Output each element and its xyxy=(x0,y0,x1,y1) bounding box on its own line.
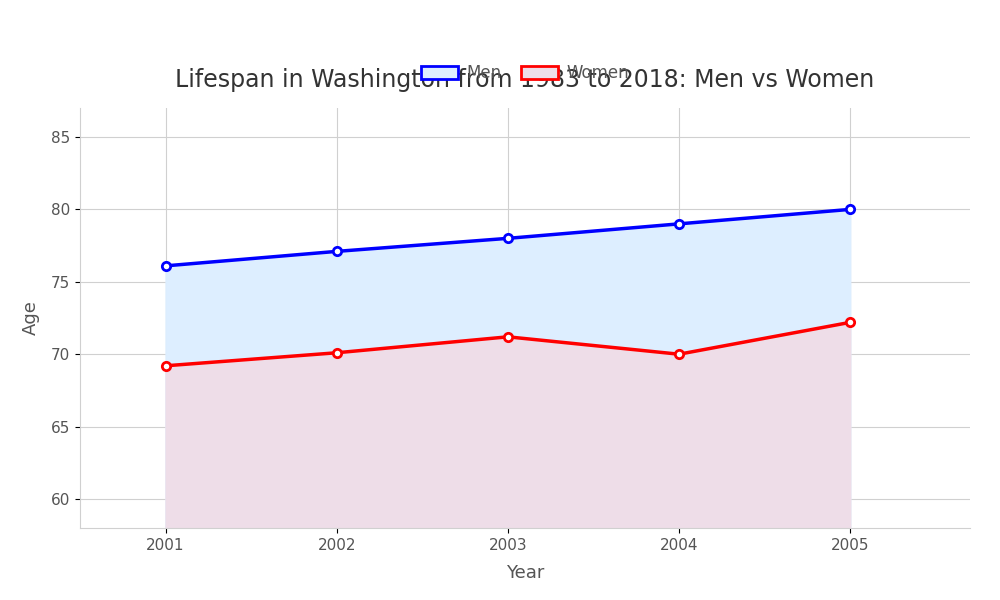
X-axis label: Year: Year xyxy=(506,564,544,582)
Y-axis label: Age: Age xyxy=(22,301,40,335)
Title: Lifespan in Washington from 1983 to 2018: Men vs Women: Lifespan in Washington from 1983 to 2018… xyxy=(175,68,875,92)
Legend: Men, Women: Men, Women xyxy=(414,58,636,89)
